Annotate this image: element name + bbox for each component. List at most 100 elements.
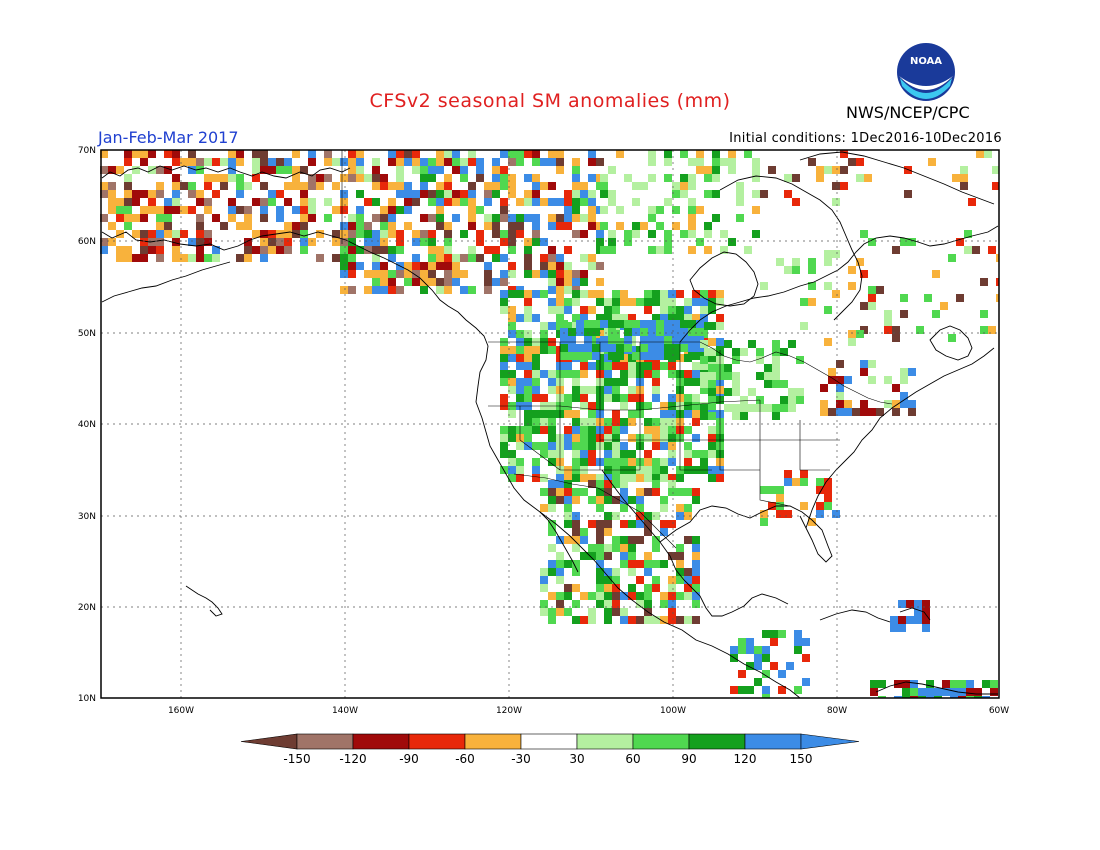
anomaly-cell	[580, 450, 588, 458]
anomaly-cell	[556, 214, 564, 222]
anomaly-cell	[876, 286, 884, 294]
anomaly-cell	[268, 190, 276, 198]
anomaly-cell	[500, 378, 508, 386]
anomaly-cell	[596, 528, 604, 536]
anomaly-cell	[412, 254, 420, 262]
anomaly-cell	[444, 270, 452, 278]
anomaly-cell	[700, 412, 708, 420]
anomaly-cell	[608, 344, 616, 352]
anomaly-cell	[620, 290, 628, 298]
anomaly-cell	[680, 230, 688, 238]
anomaly-cell	[700, 306, 708, 314]
anomaly-cell	[572, 426, 580, 434]
anomaly-cell	[794, 686, 802, 694]
anomaly-cell	[516, 330, 524, 338]
legend-swatch	[576, 733, 634, 750]
anomaly-cell	[620, 608, 628, 616]
anomaly-cell	[644, 290, 652, 298]
anomaly-cell	[612, 576, 620, 584]
anomaly-cell	[628, 458, 636, 466]
anomaly-cell	[516, 362, 524, 370]
anomaly-cell	[608, 336, 616, 344]
anomaly-cell	[802, 638, 810, 646]
anomaly-cell	[604, 520, 612, 528]
anomaly-cell	[612, 458, 620, 466]
anomaly-cell	[524, 426, 532, 434]
anomaly-cell	[372, 286, 380, 294]
anomaly-cell	[532, 222, 540, 230]
anomaly-cell	[212, 214, 220, 222]
anomaly-cell	[628, 418, 636, 426]
legend-tick: 150	[790, 752, 813, 766]
anomaly-cell	[960, 166, 968, 174]
anomaly-cell	[596, 238, 604, 246]
anomaly-cell	[260, 246, 268, 254]
anomaly-cell	[532, 290, 540, 298]
anomaly-cell	[696, 166, 704, 174]
anomaly-cell	[524, 262, 532, 270]
anomaly-cell	[754, 646, 762, 654]
anomaly-cell	[428, 278, 436, 286]
anomaly-cell	[228, 166, 236, 174]
anomaly-cell	[548, 254, 556, 262]
anomaly-cell	[664, 150, 672, 158]
anomaly-cell	[780, 396, 788, 404]
anomaly-cell	[444, 238, 452, 246]
anomaly-cell	[140, 206, 148, 214]
anomaly-cell	[820, 408, 828, 416]
anomaly-cell	[738, 670, 746, 678]
anomaly-cell	[252, 174, 260, 182]
anomaly-cell	[484, 262, 492, 270]
anomaly-cell	[372, 278, 380, 286]
anomaly-cell	[364, 246, 372, 254]
anomaly-cell	[436, 166, 444, 174]
anomaly-cell	[744, 246, 752, 254]
anomaly-cell	[868, 238, 876, 246]
anomaly-cell	[644, 584, 652, 592]
anomaly-cell	[260, 182, 268, 190]
anomaly-cell	[548, 270, 556, 278]
anomaly-cell	[508, 158, 516, 166]
anomaly-cell	[692, 362, 700, 370]
anomaly-cell	[364, 222, 372, 230]
legend-swatch	[688, 733, 746, 750]
anomaly-cell	[484, 214, 492, 222]
anomaly-cell	[132, 190, 140, 198]
anomaly-cell	[916, 326, 924, 334]
anomaly-cell	[676, 616, 684, 624]
anomaly-cell	[652, 418, 660, 426]
anomaly-cell	[596, 536, 604, 544]
anomaly-cell	[188, 190, 196, 198]
anomaly-cell	[604, 608, 612, 616]
anomaly-cell	[388, 222, 396, 230]
anomaly-cell	[704, 246, 712, 254]
anomaly-cell	[468, 182, 476, 190]
anomaly-cell	[508, 434, 516, 442]
anomaly-cell	[428, 190, 436, 198]
anomaly-cell	[492, 278, 500, 286]
anomaly-cell	[340, 254, 348, 262]
anomaly-cell	[672, 222, 680, 230]
anomaly-cell	[816, 486, 824, 494]
anomaly-cell	[688, 320, 696, 328]
anomaly-cell	[878, 680, 886, 688]
anomaly-cell	[796, 388, 804, 396]
anomaly-cell	[778, 670, 786, 678]
anomaly-cell	[608, 230, 616, 238]
anomaly-cell	[778, 686, 786, 694]
anomaly-cell	[164, 166, 172, 174]
legend-tick: 60	[625, 752, 640, 766]
anomaly-cell	[412, 230, 420, 238]
anomaly-cell	[500, 290, 508, 298]
anomaly-cell	[680, 150, 688, 158]
anomaly-cell	[244, 222, 252, 230]
anomaly-cell	[664, 246, 672, 254]
anomaly-cell	[628, 450, 636, 458]
anomaly-cell	[548, 262, 556, 270]
anomaly-cell	[388, 198, 396, 206]
legend-swatch	[352, 733, 410, 750]
anomaly-cell	[608, 328, 616, 336]
anomaly-cell	[500, 442, 508, 450]
anomaly-cell	[548, 450, 556, 458]
anomaly-cell	[500, 434, 508, 442]
